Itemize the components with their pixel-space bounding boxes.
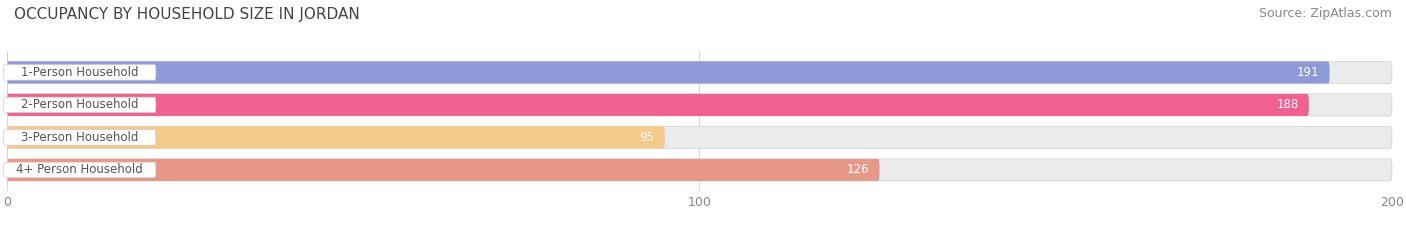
Text: 1-Person Household: 1-Person Household <box>21 66 138 79</box>
FancyBboxPatch shape <box>7 61 1392 83</box>
Text: OCCUPANCY BY HOUSEHOLD SIZE IN JORDAN: OCCUPANCY BY HOUSEHOLD SIZE IN JORDAN <box>14 7 360 22</box>
FancyBboxPatch shape <box>7 159 1392 181</box>
FancyBboxPatch shape <box>4 65 156 80</box>
Text: 188: 188 <box>1277 98 1299 111</box>
Text: 4+ Person Household: 4+ Person Household <box>17 163 143 176</box>
FancyBboxPatch shape <box>7 61 1330 83</box>
FancyBboxPatch shape <box>4 162 156 178</box>
Text: 3-Person Household: 3-Person Household <box>21 131 138 144</box>
Text: 191: 191 <box>1296 66 1319 79</box>
Text: Source: ZipAtlas.com: Source: ZipAtlas.com <box>1258 7 1392 20</box>
FancyBboxPatch shape <box>7 159 880 181</box>
FancyBboxPatch shape <box>4 130 156 145</box>
FancyBboxPatch shape <box>7 126 665 148</box>
FancyBboxPatch shape <box>7 94 1309 116</box>
Text: 2-Person Household: 2-Person Household <box>21 98 138 111</box>
Text: 95: 95 <box>640 131 654 144</box>
Text: 126: 126 <box>846 163 869 176</box>
FancyBboxPatch shape <box>7 126 1392 148</box>
FancyBboxPatch shape <box>7 94 1392 116</box>
FancyBboxPatch shape <box>4 97 156 113</box>
